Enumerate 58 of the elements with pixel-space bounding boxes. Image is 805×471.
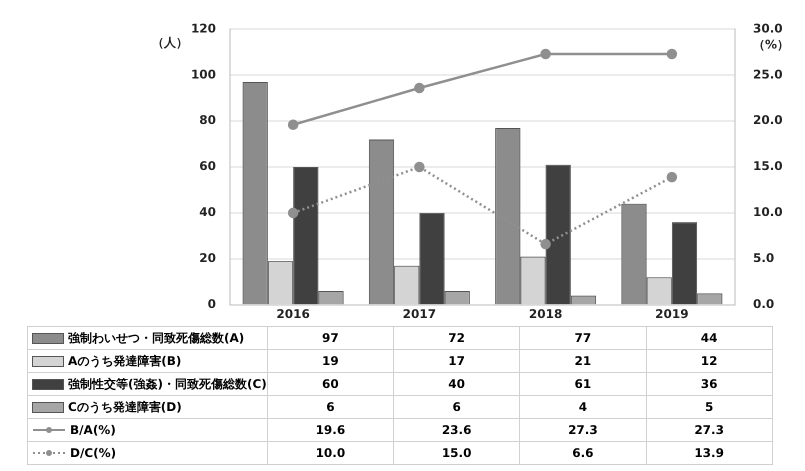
x-tick-label: 2018 [528,307,562,322]
y2-tick-label: 0.0 [753,296,774,311]
y2-tick-label: 20.0 [753,113,783,128]
data-label: 27.3 [520,418,646,442]
data-label: 17 [394,350,520,372]
data-label: 27.3 [646,418,772,442]
y2-tick-label: 15.0 [753,159,783,174]
y-tick-label: 40 [199,205,216,220]
data-label: 23.6 [394,418,520,442]
y-tick-label: 100 [190,67,216,82]
data-label: 36 [646,372,772,396]
legend-label: B/A(%) [70,423,116,437]
data-label: 19.6 [267,418,394,442]
data-label: 77 [520,326,646,350]
point [288,208,298,218]
y-tick-label: 120 [190,21,216,36]
data-label: 40 [394,372,520,396]
x-tick-label: 2016 [276,307,310,322]
y-tick-label: 20 [199,250,216,265]
data-label: 13.9 [646,442,772,464]
data-label: 12 [646,350,772,372]
data-label: 6 [267,396,394,418]
point [414,162,425,172]
y2-tick-label: 25.0 [753,67,783,82]
data-label: 61 [520,372,646,396]
data-label: 60 [267,372,394,396]
point [666,172,678,182]
legend-label: Aのうち発達障害(B) [68,352,182,370]
data-label: 4 [520,396,646,418]
point [540,238,551,250]
point [666,48,678,60]
y2-axis-title: （%） [753,37,790,52]
data-label: 6.6 [520,442,646,464]
point [414,82,425,94]
data-label: 19 [267,350,394,372]
data-label: 44 [646,326,772,350]
y2-tick-label: 30.0 [753,21,783,36]
legend-label: 強制性交等(強姦)・同致死傷総数(C) [68,376,267,392]
legend-label: 強制わいせつ・同致死傷総数(A) [68,330,244,346]
y2-tick-label: 5.0 [753,250,774,265]
data-label: 72 [394,326,520,350]
data-label: 97 [267,326,394,350]
data-label: 5 [646,396,772,418]
y-axis-title: （人） [152,35,188,50]
point [540,48,551,60]
data-label: 21 [520,350,646,372]
legend-label: Cのうち発達障害(D) [68,398,182,416]
data-label: 10.0 [267,442,394,464]
y-tick-label: 0 [208,296,216,311]
y2-tick-label: 10.0 [753,205,783,220]
y-tick-label: 80 [199,113,216,128]
x-tick-label: 2019 [655,307,689,322]
y-tick-label: 60 [199,159,216,174]
data-label: 6 [394,396,520,418]
data-label: 15.0 [394,442,520,464]
point [288,119,298,130]
legend-label: D/C(%) [70,446,116,460]
x-tick-label: 2017 [402,307,436,322]
